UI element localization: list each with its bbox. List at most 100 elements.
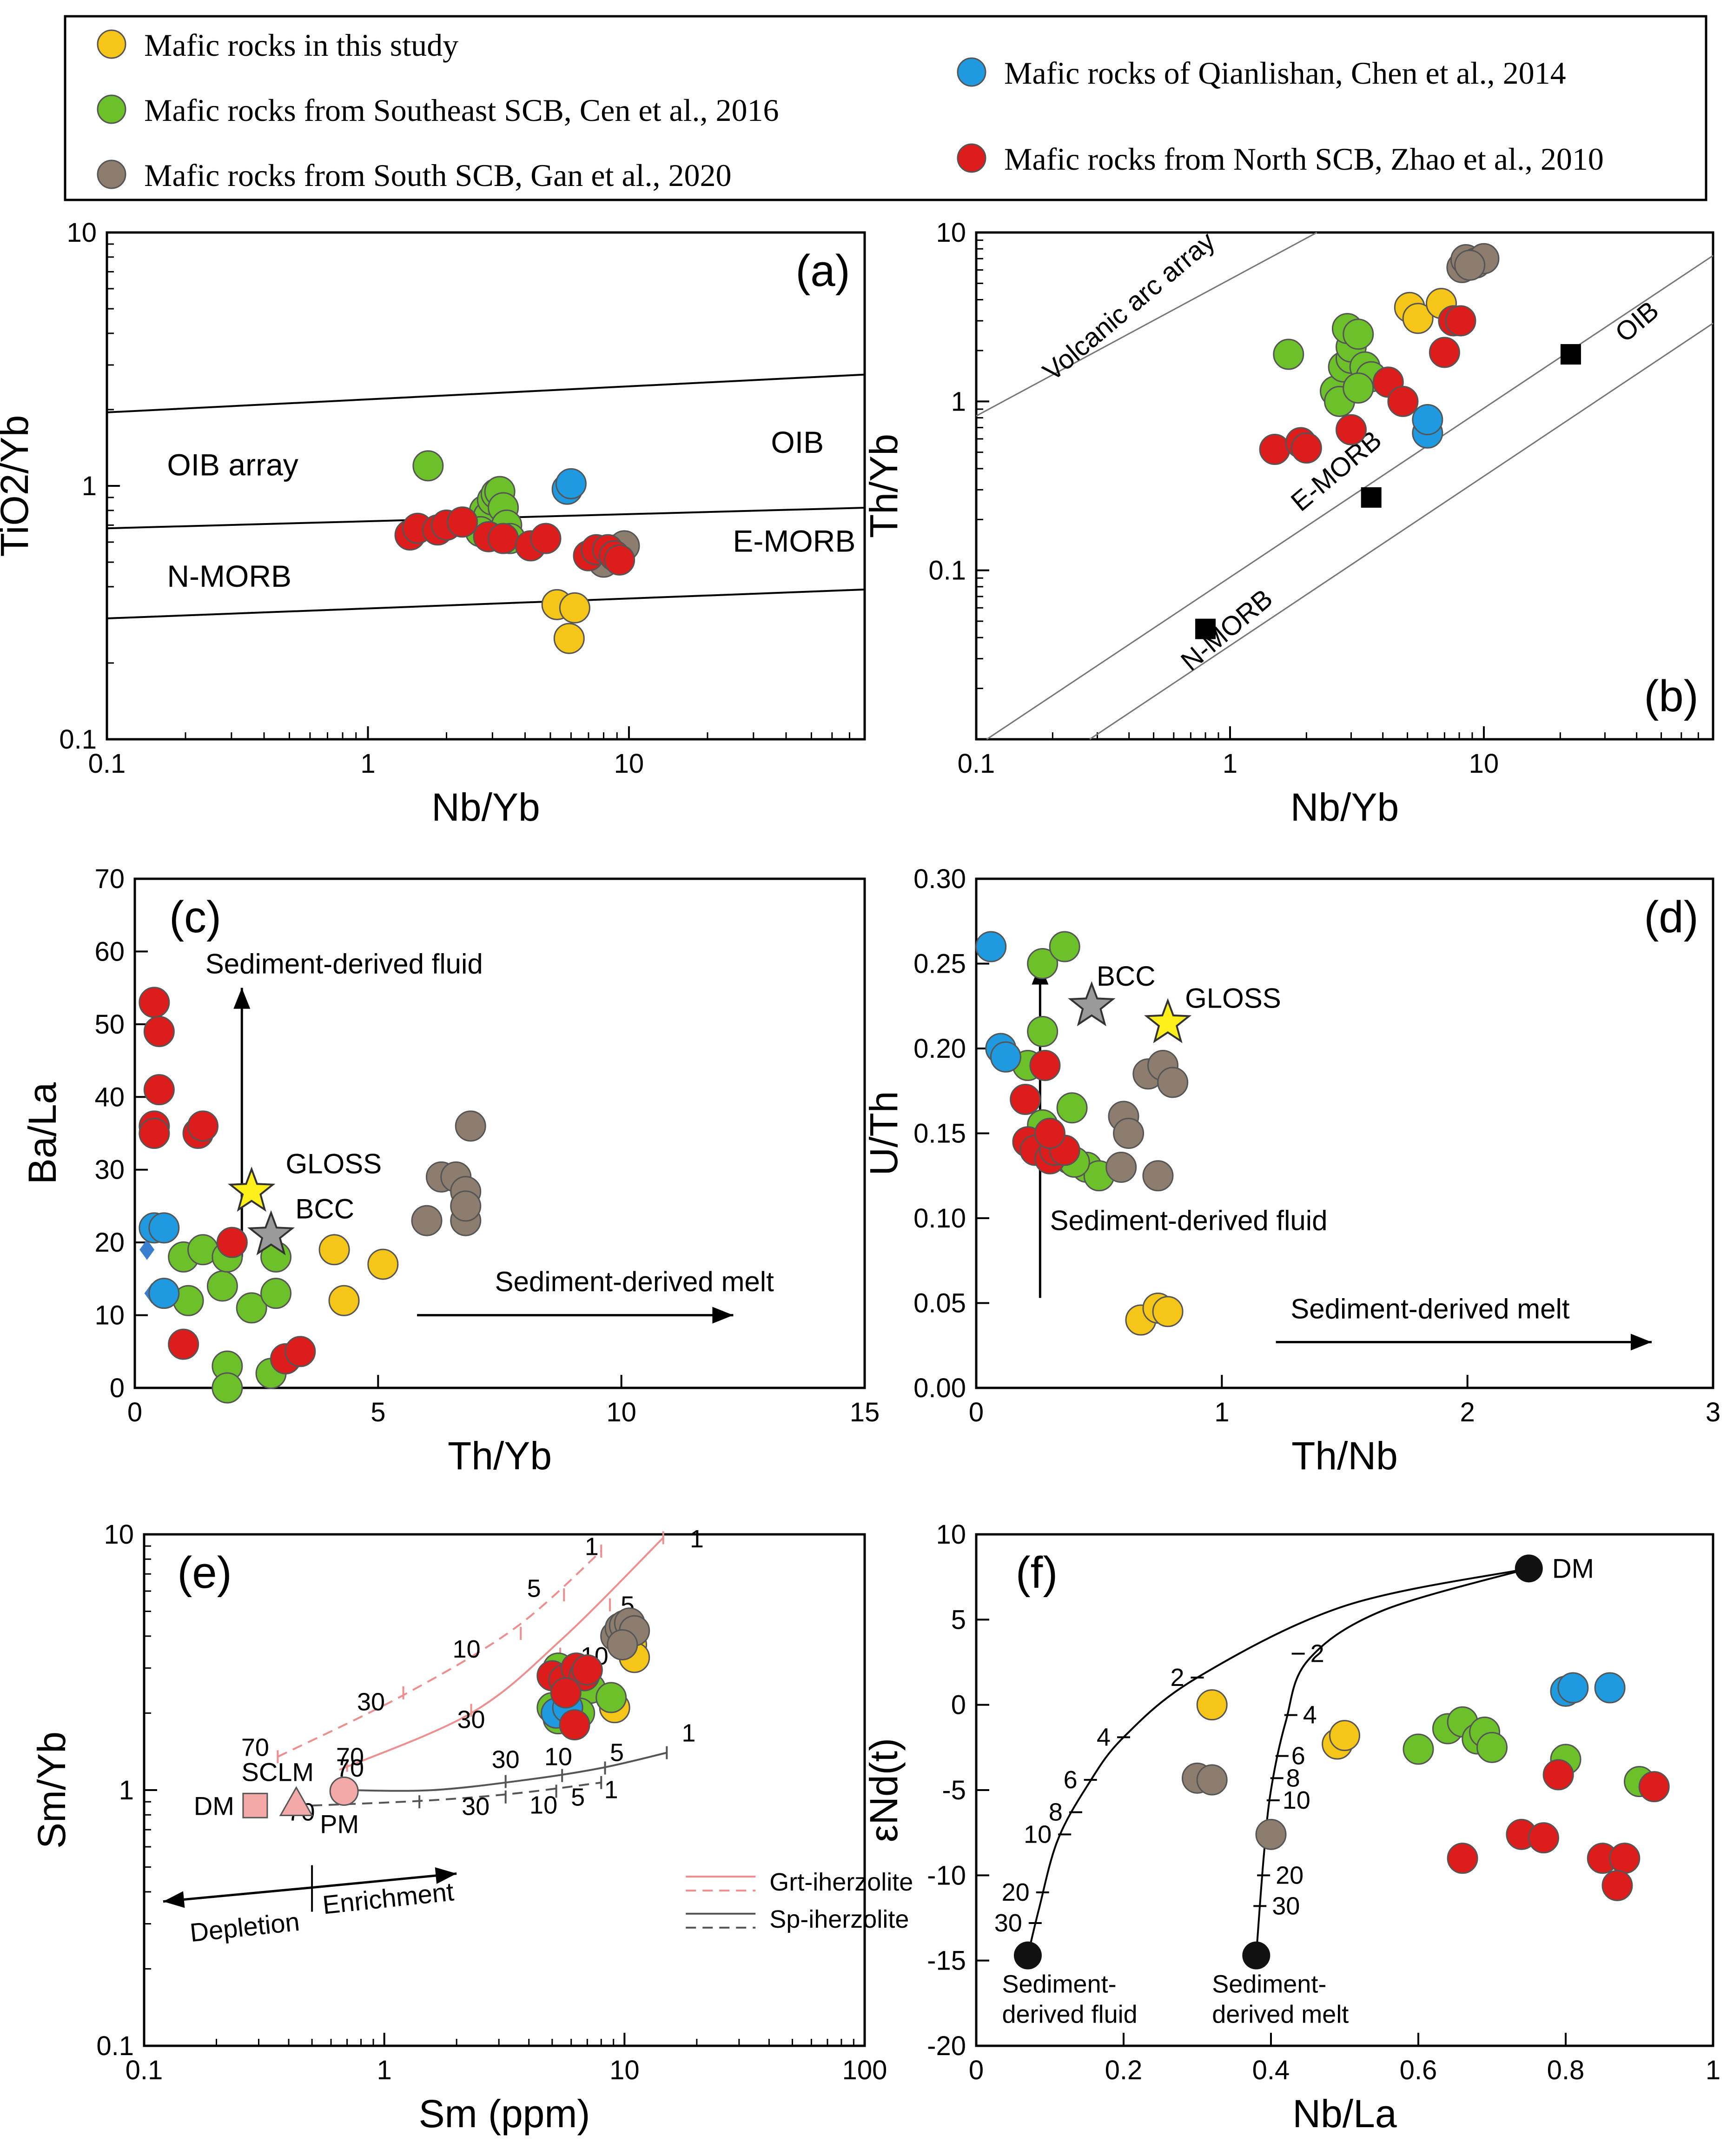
panel-e-melting-curve xyxy=(339,1537,664,1771)
panel-e-sclm-marker xyxy=(279,1786,313,1817)
legend-label-0: Mafic rocks in this study xyxy=(144,27,458,63)
panel-a-point-blue xyxy=(555,468,587,499)
panel-a-label: (a) xyxy=(795,246,850,296)
panel-f-ytick-label: -10 xyxy=(927,1860,966,1891)
panel-d-xlabel: Th/Nb xyxy=(1291,1434,1398,1478)
panel-f-end-member xyxy=(1242,1941,1270,1970)
panel-a-field-label: OIB xyxy=(771,425,824,459)
panel-c-point-red xyxy=(168,1328,199,1360)
panel-c-xtick-label: 10 xyxy=(606,1397,636,1427)
panel-c-star-gloss xyxy=(228,1166,276,1212)
panel-e-xlabel: Sm (ppm) xyxy=(419,2092,590,2136)
panel-b-ylabel: Th/Yb xyxy=(862,434,906,538)
panel-a-field-label: N-MORB xyxy=(167,559,291,593)
panel-e-melting-curve xyxy=(277,1550,602,1758)
panel-f-melt-end-label-1: Sediment- xyxy=(1212,1970,1326,1998)
panel-c-label: (c) xyxy=(169,892,221,942)
panel-f-xlabel: Nb/La xyxy=(1292,2092,1396,2136)
panel-e-enrichment-arrow-head xyxy=(435,1867,457,1884)
panel-f-fluid-tick-label: 2 xyxy=(1170,1664,1184,1692)
panel-e-curve-label: 10 xyxy=(453,1635,481,1663)
panel-a-point-red xyxy=(530,523,562,554)
panel-b-point-red xyxy=(1387,385,1419,417)
panel-a-xlabel: Nb/Yb xyxy=(431,785,540,829)
panel-f-xtick-label: 0.6 xyxy=(1400,2055,1437,2085)
panel-f-point-red xyxy=(1447,1843,1478,1874)
panel-d-point-green xyxy=(1049,931,1080,962)
panel-e-curve-label: 30 xyxy=(457,1705,485,1733)
panel-c-point-brown xyxy=(411,1205,443,1236)
panel-f-dm-label: DM xyxy=(1552,1553,1594,1584)
panel-d-point-red xyxy=(1010,1084,1041,1115)
panel-d-point-red xyxy=(1034,1118,1065,1149)
legend-marker-brown xyxy=(97,159,126,189)
panel-d-point-blue xyxy=(990,1041,1021,1073)
panel-f-xtick-label: 0.2 xyxy=(1105,2055,1143,2085)
panel-c-point-red xyxy=(143,1016,175,1047)
panel-e-curve-label: 70 xyxy=(241,1734,269,1762)
panel-e-curve-label: 70 xyxy=(336,1743,364,1771)
panel-d-xtick-label: 0 xyxy=(969,1397,984,1427)
panel-b-ytick-label: 10 xyxy=(936,218,966,248)
panel-e-depletion-arrow-shaft xyxy=(163,1886,312,1903)
panel-d-ytick-label: 0.05 xyxy=(913,1288,966,1319)
panel-b-array-line xyxy=(1089,323,1714,740)
panel-e-ytick-label: 10 xyxy=(104,1519,134,1550)
panel-d-star-bcc xyxy=(1068,981,1116,1027)
panel-c: 0 5 10 15 0 10 20 30 40 50 60 70 Th/Yb Ba/La Sediment-… xyxy=(20,864,880,1478)
panel-f-fluid-end-label-1: Sediment- xyxy=(1002,1970,1116,1998)
panel-d-point-brown xyxy=(1142,1160,1174,1192)
panel-f-fluid-tick-label: 4 xyxy=(1097,1723,1111,1751)
panel-c-xtick-label: 5 xyxy=(371,1397,385,1427)
panel-a-ytick-label: 10 xyxy=(66,218,97,248)
panel-c-point-green xyxy=(212,1372,243,1404)
panel-b-label: (b) xyxy=(1644,671,1698,721)
panel-c-point-blue xyxy=(148,1278,180,1309)
panel-d-point-brown xyxy=(1113,1118,1145,1149)
panel-e-ytick-label: 1 xyxy=(119,1775,134,1805)
panel-f-fluid-tick-label: 8 xyxy=(1049,1798,1063,1826)
panel-f-ytick-label: -20 xyxy=(927,2031,966,2061)
panel-f-ytick-label: 5 xyxy=(951,1605,966,1635)
panel-d-melt-arrow-head xyxy=(1630,1333,1652,1351)
panel-e-dm-label: DM xyxy=(194,1791,234,1820)
panel-f-melt-tick-label: 10 xyxy=(1283,1786,1310,1814)
panel-c-point-yellow xyxy=(367,1248,399,1280)
panel-a-field-label: OIB array xyxy=(167,447,298,482)
panel-b-ytick-label: 1 xyxy=(951,386,966,417)
panel-c-ytick-label: 50 xyxy=(94,1009,125,1040)
panel-f-ytick-label: 0 xyxy=(951,1690,966,1720)
panel-d-ytick-label: 0.20 xyxy=(913,1034,966,1064)
legend: Mafic rocks in this study Mafic rocks fr… xyxy=(64,15,1707,201)
panel-c-frame xyxy=(133,877,866,1389)
panel-e-curve-label: 5 xyxy=(610,1738,624,1766)
legend-box xyxy=(64,15,1707,201)
panel-d-gloss-label: GLOSS xyxy=(1185,982,1281,1014)
panel-b-point-green xyxy=(1343,372,1374,404)
panel-d-point-red xyxy=(1029,1050,1061,1081)
panel-d-ytick-label: 0.30 xyxy=(913,864,966,894)
panel-a-point-green xyxy=(412,450,444,482)
panel-d-point-brown xyxy=(1157,1067,1189,1098)
panel-f-melt-tick-label: 6 xyxy=(1291,1742,1305,1770)
legend-marker-green xyxy=(97,94,126,124)
panel-b-xtick-label: 0.1 xyxy=(958,749,995,779)
panel-e-curve-label: 1 xyxy=(604,1776,618,1804)
panel-d-point-green xyxy=(1027,948,1059,979)
panel-e-xtick-label: 10 xyxy=(609,2055,640,2085)
panel-f-point-red xyxy=(1601,1870,1633,1901)
panel-a-boundary-line xyxy=(106,373,865,413)
panel-b-point-yellow xyxy=(1402,303,1434,334)
panel-a-ylabel: TiO2/Yb xyxy=(0,415,36,557)
legend-marker-red xyxy=(957,143,986,173)
legend-label-3: Mafic rocks of Qianlishan, Chen et al., … xyxy=(1004,55,1566,91)
panel-e-point-red xyxy=(571,1654,603,1686)
panel-c-bcc-label: BCC xyxy=(295,1194,354,1225)
panel-d-point-yellow xyxy=(1152,1296,1184,1327)
panel-d-fluid-label: Sediment-derived fluid xyxy=(1050,1205,1328,1236)
panel-c-point-red xyxy=(139,987,170,1018)
panel-d-xtick-label: 2 xyxy=(1460,1397,1475,1427)
panel-f-point-brown xyxy=(1196,1764,1228,1796)
panel-a-ytick-label: 1 xyxy=(82,471,97,501)
